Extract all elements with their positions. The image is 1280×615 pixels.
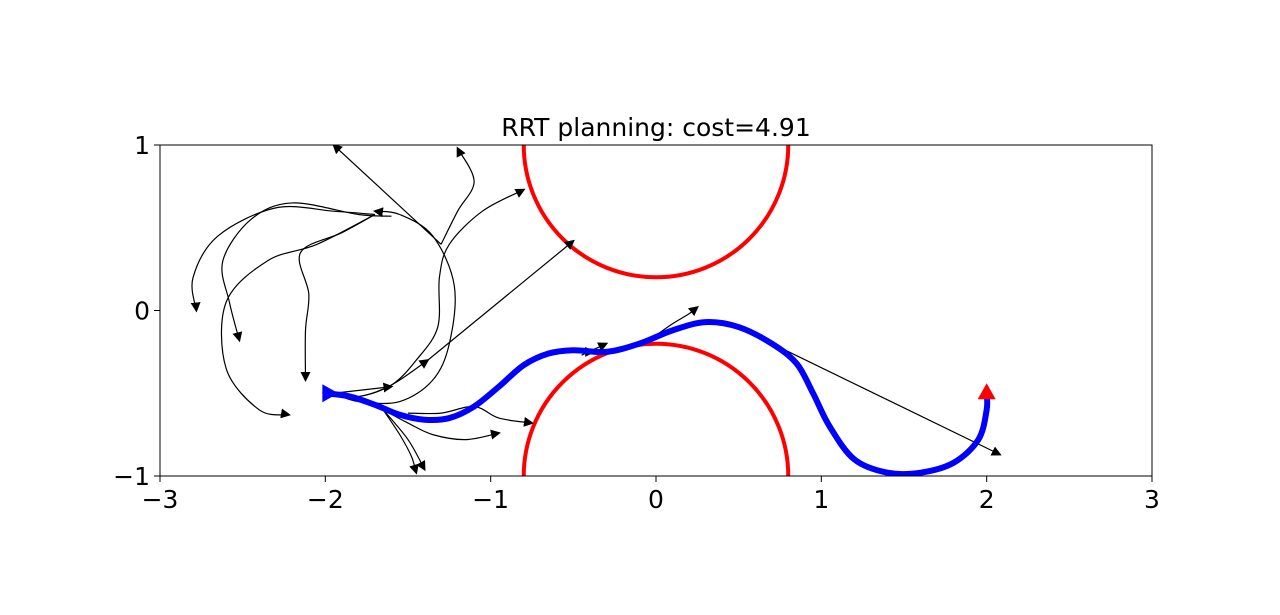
tree-edge-13 [382, 409, 426, 472]
axis-ticks: −3 −2 −1 0 1 2 3 −1 0 1 [113, 131, 1160, 514]
x-tick-label: −3 [142, 485, 179, 514]
y-tick-label: 1 [134, 131, 150, 160]
tree-edge-5 [427, 239, 575, 361]
tree-edge-18 [771, 343, 1002, 456]
tree-edge-6 [332, 145, 442, 245]
tree-edge-2 [333, 382, 394, 394]
tree-edge-17 [655, 305, 699, 336]
tree-edge-12 [382, 409, 419, 475]
tree-edge-9 [190, 205, 375, 313]
x-tick-label: 2 [979, 485, 995, 514]
tree-edge-11 [220, 213, 376, 419]
tree-edge-8 [221, 202, 392, 343]
plot-area [190, 145, 1002, 476]
tree-edge-7 [440, 146, 475, 245]
x-tick-label: 3 [1144, 485, 1160, 514]
y-tick-label: −1 [113, 462, 150, 491]
x-tick-label: −2 [307, 485, 344, 514]
y-tick-label: 0 [134, 297, 150, 326]
obstacle-circle-2 [521, 341, 791, 476]
x-tick-label: 0 [648, 485, 664, 514]
x-tick-label: 1 [813, 485, 829, 514]
goal-marker [977, 383, 996, 400]
planned-path [322, 318, 991, 476]
chart-title: RRT planning: cost=4.91 [501, 113, 810, 142]
x-tick-label: −1 [472, 485, 509, 514]
tree-edge-15 [382, 409, 501, 441]
start-marker [322, 384, 339, 403]
tree-edge-10 [298, 213, 376, 383]
obstacle-circle-1 [521, 145, 791, 280]
axes-frame [159, 144, 1153, 477]
